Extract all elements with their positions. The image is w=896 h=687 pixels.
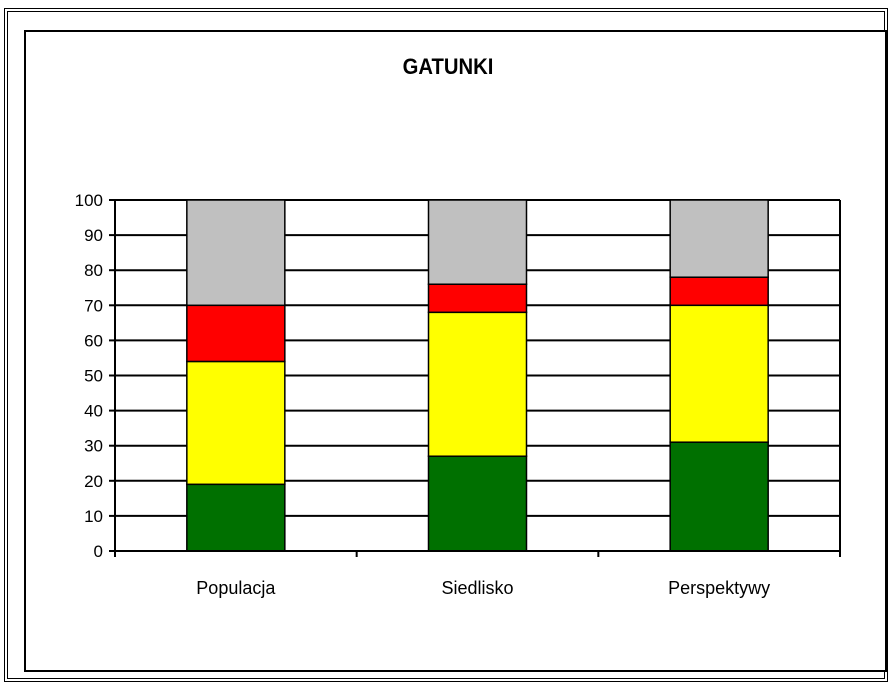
y-tick-label-0: 0: [94, 542, 103, 561]
bar-siedlisko-segment-2: [427, 311, 528, 457]
y-tick-label-90: 90: [84, 226, 103, 245]
bar-perspektywy-segment-2: [669, 304, 769, 443]
x-tick-label-populacja: Populacja: [196, 578, 276, 598]
y-tick-label-10: 10: [84, 507, 103, 526]
y-tick-label-40: 40: [84, 402, 103, 421]
y-tick-label-30: 30: [84, 437, 103, 456]
x-tick-label-perspektywy: Perspektywy: [668, 578, 770, 598]
y-tick-label-60: 60: [84, 331, 103, 350]
bar-siedlisko-segment-1: [427, 455, 528, 552]
bar-populacja-segment-2: [186, 360, 286, 486]
bar-populacja-segment-1: [186, 483, 286, 552]
bar-populacja-segment-3: [186, 304, 286, 363]
y-tick-label-20: 20: [84, 472, 103, 491]
bar-populacja-segment-4: [186, 199, 286, 307]
bar-siedlisko-segment-3: [427, 283, 528, 314]
y-tick-label-70: 70: [84, 296, 103, 315]
y-tick-label-50: 50: [84, 367, 103, 386]
x-tick-label-siedlisko: Siedlisko: [441, 578, 513, 598]
bar-perspektywy-segment-3: [669, 276, 769, 307]
y-tick-label-100: 100: [75, 191, 103, 210]
y-tick-label-80: 80: [84, 261, 103, 280]
bar-perspektywy-segment-4: [669, 199, 769, 278]
bar-perspektywy-segment-1: [669, 441, 769, 552]
chart-title: GATUNKI: [402, 54, 494, 79]
bar-siedlisko-segment-4: [427, 199, 528, 285]
